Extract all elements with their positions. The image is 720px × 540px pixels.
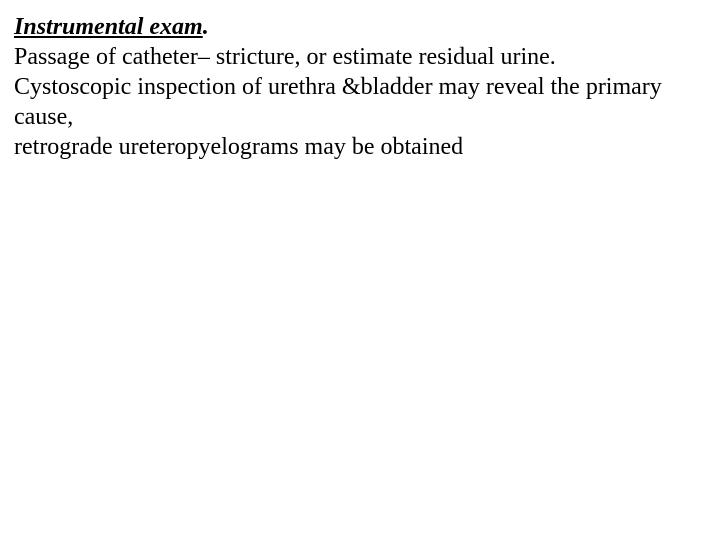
paragraph-3: retrograde ureteropyelograms may be obta… <box>14 132 706 162</box>
paragraph-1: Passage of catheter– stricture, or estim… <box>14 42 706 72</box>
paragraph-2: Cystoscopic inspection of urethra &bladd… <box>14 72 706 132</box>
heading-line: Instrumental exam. <box>14 12 706 42</box>
heading-period: . <box>203 14 209 40</box>
content-block: Instrumental exam. Passage of catheter– … <box>14 12 706 162</box>
heading-text: Instrumental exam <box>14 14 203 40</box>
